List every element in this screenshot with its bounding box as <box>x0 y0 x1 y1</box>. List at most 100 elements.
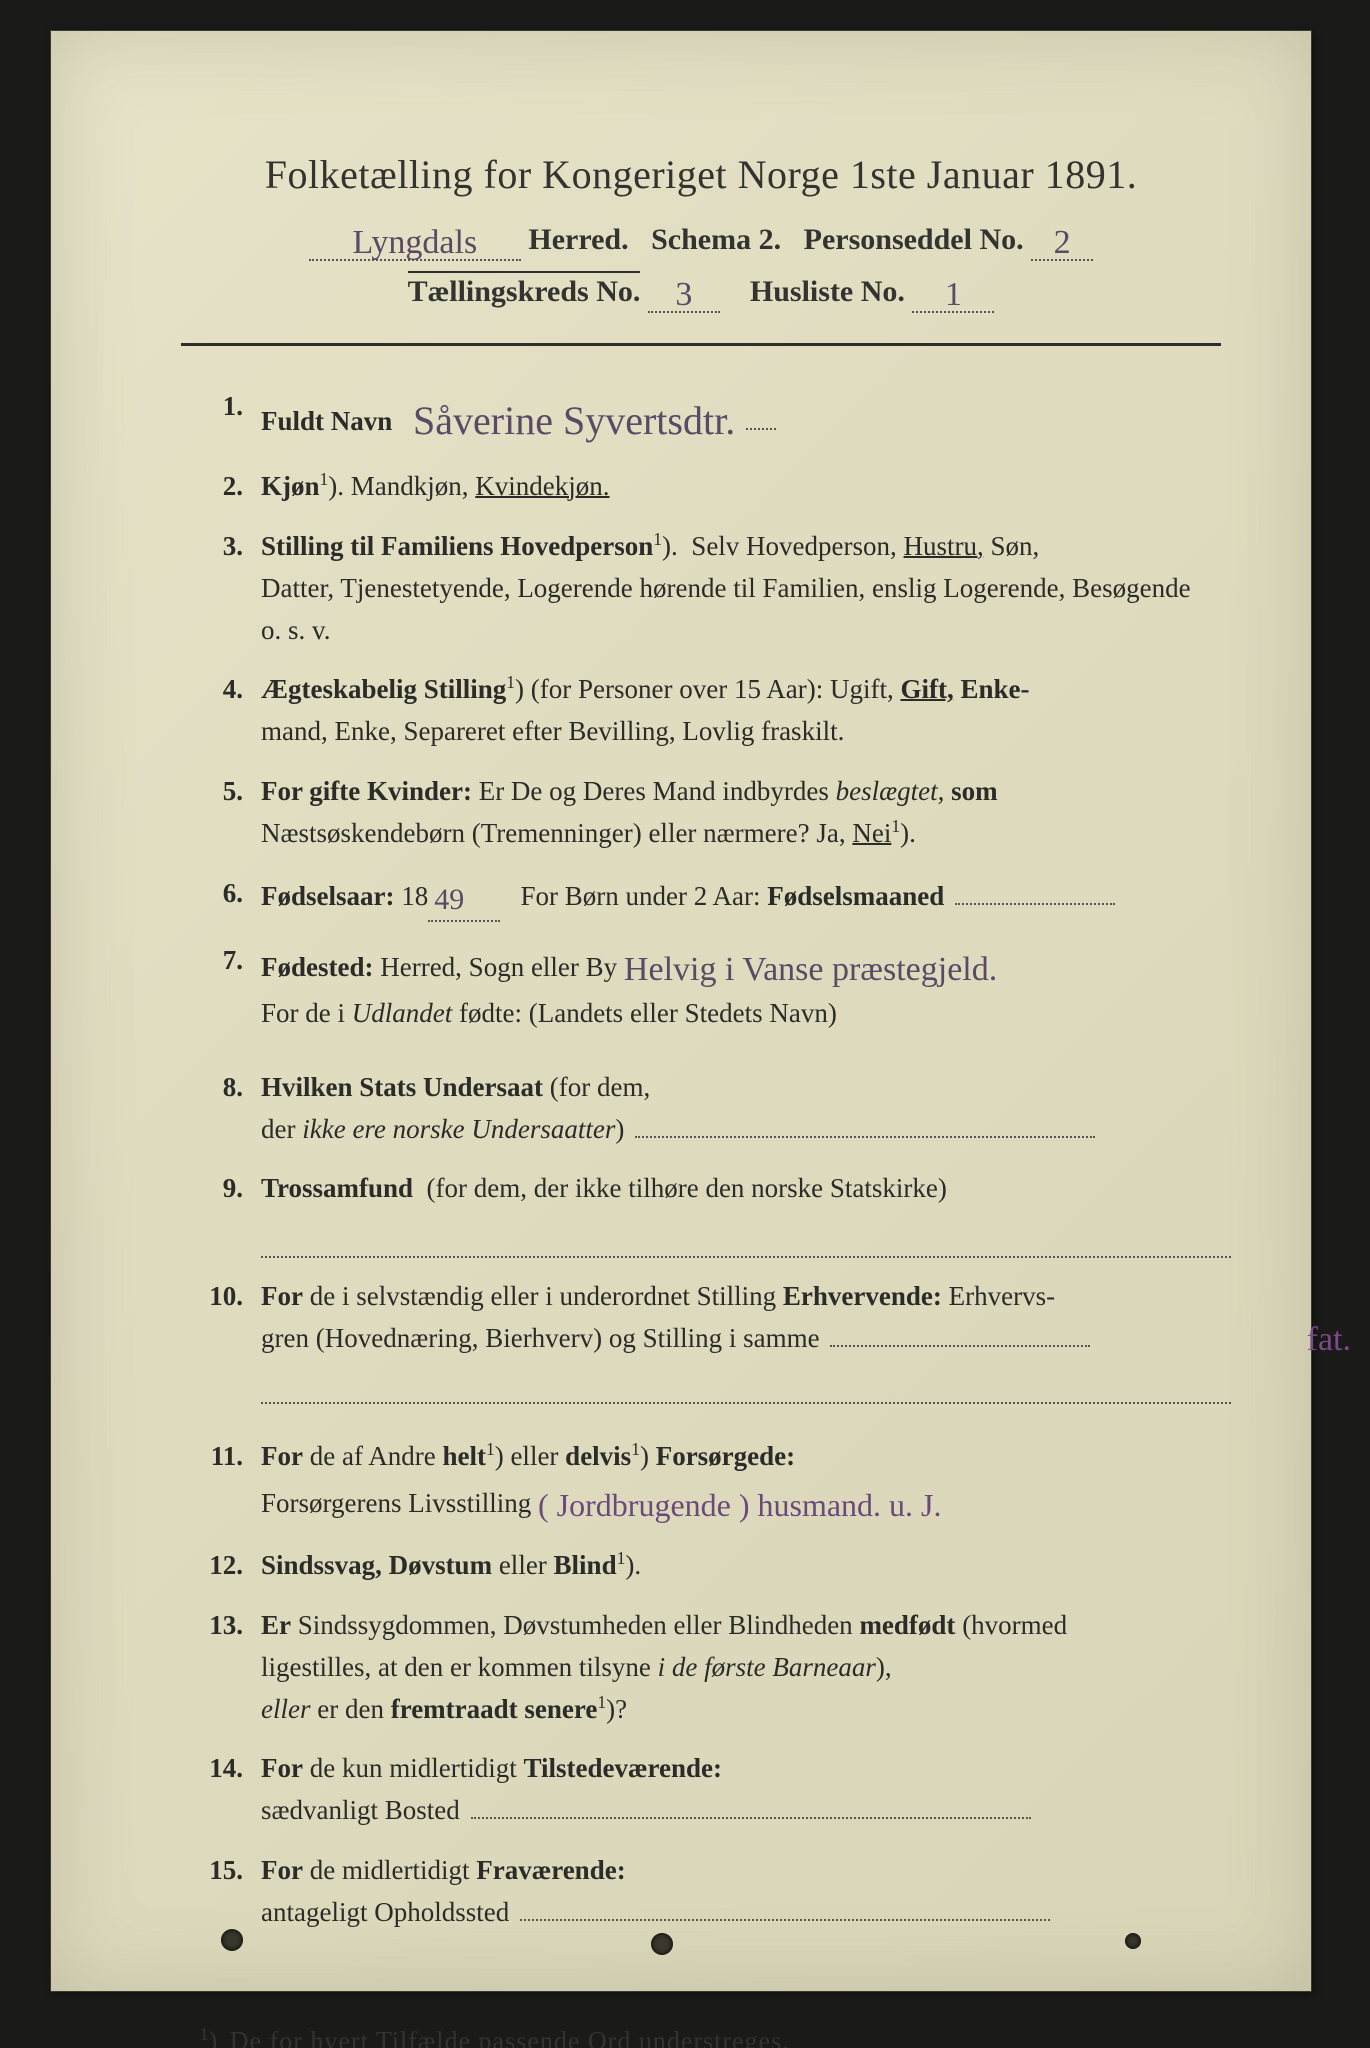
q5-t2: Næstsøskendebørn (Tremenninger) eller næ… <box>261 818 846 848</box>
q6-hw: 49 <box>434 877 464 924</box>
tkreds-field: 3 <box>648 272 720 313</box>
document-page: Folketælling for Kongeriget Norge 1ste J… <box>50 30 1312 1992</box>
q4-b: Enke- <box>960 674 1029 704</box>
schema-label: Schema 2. <box>651 223 781 256</box>
q10-label: For <box>261 1281 303 1311</box>
q13-t3c: ? <box>615 1694 627 1724</box>
q13-t3a: eller <box>261 1694 310 1724</box>
item-5: 5. For gifte Kvinder: Er De og Deres Man… <box>171 771 1231 855</box>
q7-hw: Helvig i Vanse præstegjeld. <box>624 944 997 997</box>
q13-fremt: fremtraadt senere <box>391 1694 598 1724</box>
q11-delvis: delvis <box>565 1441 631 1471</box>
binding-hole-left <box>221 1929 243 1951</box>
q3-r2: Datter, Tjenestetyende, Logerende hørend… <box>261 573 1191 603</box>
item-13: 13. Er Sindssygdommen, Døvstumheden elle… <box>171 1605 1231 1731</box>
q5-t1: Er De og Deres Mand indbyrdes <box>479 776 829 806</box>
spacer-a <box>171 1053 1231 1067</box>
margin-handwriting: fat. <box>1307 1321 1351 1358</box>
q2-mand: Mandkjøn, <box>351 471 469 501</box>
body-1: Fuldt Navn Såverine Syvertsdtr. <box>261 386 1231 448</box>
q13-t2c: ), <box>876 1652 892 1682</box>
binding-hole-right <box>1125 1933 1141 1949</box>
tkreds-label: Tællingskreds No. <box>408 271 641 309</box>
body-3: Stilling til Familiens Hovedperson1). Se… <box>261 526 1231 652</box>
q10-dots <box>830 1318 1090 1347</box>
body-10: For de i selvstændig eller i underordnet… <box>261 1276 1231 1403</box>
body-11: For de af Andre helt1) eller delvis1) Fo… <box>261 1436 1231 1527</box>
par-11a: ) <box>495 1441 504 1471</box>
item-15: 15. For de midlertidigt Fraværende: anta… <box>171 1850 1231 1934</box>
num-1: 1. <box>171 386 261 448</box>
par-11b: ) <box>640 1441 649 1471</box>
q15-t1: de midlertidigt <box>310 1855 470 1885</box>
form-items: 1. Fuldt Navn Såverine Syvertsdtr. 2. Kj… <box>171 386 1231 1934</box>
body-6: Fødselsaar: 1849 For Børn under 2 Aar: F… <box>261 873 1231 923</box>
q4-a: Ugift, <box>830 674 894 704</box>
husliste-label: Husliste No. <box>750 275 905 308</box>
q14-tilst: Tilstedeværende: <box>523 1753 722 1783</box>
num-4: 4. <box>171 669 261 753</box>
item-3: 3. Stilling til Familiens Hovedperson1).… <box>171 526 1231 652</box>
q4-label: Ægteskabelig Stilling <box>261 674 506 704</box>
body-2: Kjøn1). Mandkjøn, Kvindekjøn. <box>261 466 1231 508</box>
q7-l2b: Udlandet <box>352 998 453 1028</box>
num-8: 8. <box>171 1067 261 1151</box>
q9-text: (for dem, der ikke tilhøre den norske St… <box>427 1173 947 1203</box>
q3-hustru: Hustru, <box>904 531 984 561</box>
herred-label: Herred. <box>528 223 628 256</box>
q6-label: Fødselsaar: <box>261 881 394 911</box>
herred-handwritten: Lyngdals <box>353 224 478 262</box>
q5-som: som <box>951 776 998 806</box>
q13-t1: Sindssygdommen, Døvstumheden eller Blind… <box>298 1610 853 1640</box>
personseddel-field: 2 <box>1031 220 1093 261</box>
colon-3: ). <box>662 531 678 561</box>
q7-text: Herred, Sogn eller By <box>380 952 617 982</box>
q13-label: Er <box>261 1610 291 1640</box>
q7-l2c: fødte: (Landets eller Stedets Navn) <box>459 998 837 1028</box>
item-4: 4. Ægteskabelig Stilling1) (for Personer… <box>171 669 1231 753</box>
q8-t2b: ikke ere norske Undersaatter <box>302 1114 615 1144</box>
par-4: ) <box>515 674 524 704</box>
item-12: 12. Sindssvag, Døvstum eller Blind1). <box>171 1545 1231 1587</box>
q5-label: For gifte Kvinder: <box>261 776 472 806</box>
q13-medf: medfødt <box>859 1610 955 1640</box>
body-4: Ægteskabelig Stilling1) (for Personer ov… <box>261 669 1231 753</box>
body-14: For de kun midlertidigt Tilstedeværende:… <box>261 1748 1231 1832</box>
q13-t3b: er den <box>317 1694 384 1724</box>
q6-dots <box>955 876 1115 905</box>
footnote-text: De for hvert Tilfælde passende Ord under… <box>230 2026 790 2048</box>
footnote: 1) De for hvert Tilfælde passende Ord un… <box>171 2024 1231 2048</box>
q7-l2a: For de i <box>261 998 345 1028</box>
q11-label: For <box>261 1441 303 1471</box>
q11-hw: ( Jordbrugende ) husmand. u. J. <box>538 1481 941 1531</box>
q8-t2a: der <box>261 1114 295 1144</box>
q10-t1: de i selvstændig eller i underordnet Sti… <box>310 1281 776 1311</box>
q15-dots <box>520 1892 1050 1921</box>
body-12: Sindssvag, Døvstum eller Blind1). <box>261 1545 1231 1587</box>
q1-label: Fuldt Navn <box>261 406 392 436</box>
q10-erhv: Erhvervende: <box>783 1281 942 1311</box>
herred-field: Lyngdals <box>309 220 521 261</box>
item-1: 1. Fuldt Navn Såverine Syvertsdtr. <box>171 386 1231 448</box>
q3-r3: o. s. v. <box>261 615 331 645</box>
num-11: 11. <box>171 1436 261 1527</box>
num-7: 7. <box>171 940 261 1035</box>
personseddel-hw: 2 <box>1054 224 1071 262</box>
q11-helt: helt <box>442 1441 486 1471</box>
q2-label: Kjøn <box>261 471 320 501</box>
q12-label: Sindssvag, Døvstum <box>261 1550 492 1580</box>
q14-dots <box>471 1790 1031 1819</box>
item-11: 11. For de af Andre helt1) eller delvis1… <box>171 1436 1231 1527</box>
q2-kvinde: Kvindekjøn. <box>475 471 609 501</box>
q8-dots <box>635 1109 1095 1138</box>
item-9: 9. Trossamfund (for dem, der ikke tilhør… <box>171 1168 1231 1258</box>
content-area: Folketælling for Kongeriget Norge 1ste J… <box>171 151 1231 2048</box>
num-10: 10. <box>171 1276 261 1403</box>
q10-t2: Erhvervs- <box>949 1281 1055 1311</box>
q9-dots <box>261 1218 1231 1258</box>
q8-label: Hvilken Stats Undersaat <box>261 1072 543 1102</box>
q1-hw: Såverine Syvertsdtr. <box>413 390 735 452</box>
header-line-3: Tællingskreds No. 3 Husliste No. 1 <box>171 271 1231 313</box>
sup-4: 1 <box>506 672 515 692</box>
personseddel-label: Personseddel No. <box>804 223 1024 256</box>
